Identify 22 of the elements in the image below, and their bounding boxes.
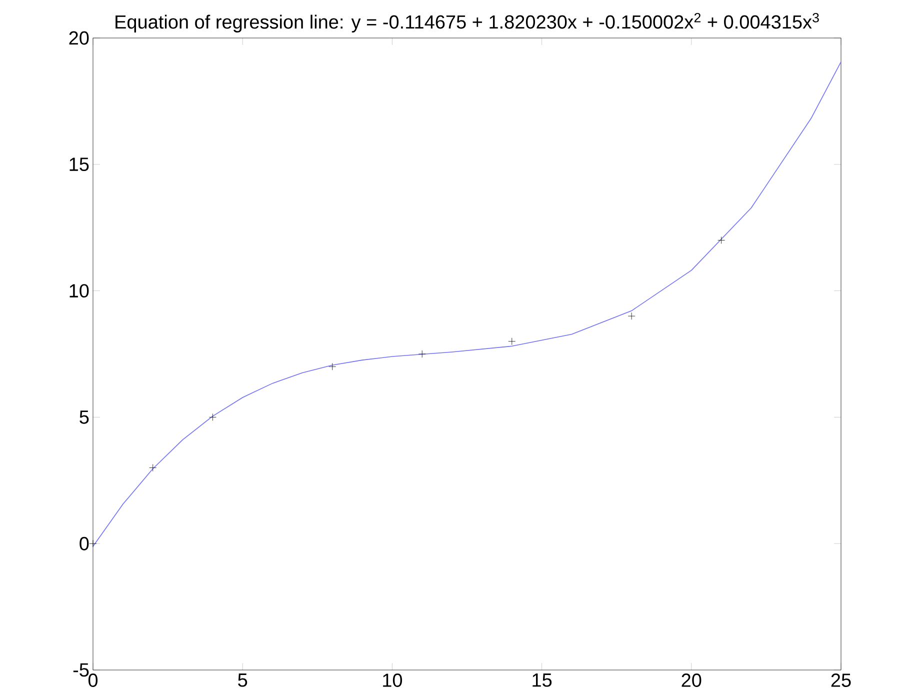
point <box>628 312 636 320</box>
y-tick-label: 5 <box>80 410 89 424</box>
y-tick-label: 20 <box>69 31 89 45</box>
x-tick-label: 0 <box>88 674 98 687</box>
x-tick-label: 5 <box>238 674 248 687</box>
point <box>718 236 726 244</box>
y-tick-label: 15 <box>70 158 89 172</box>
point <box>208 413 216 421</box>
point <box>149 464 157 472</box>
y-tick-label: 10 <box>70 284 89 298</box>
line-series <box>93 61 842 547</box>
x-tick-label: 10 <box>383 674 402 687</box>
y-tick-label: 0 <box>80 536 89 550</box>
point <box>328 362 336 370</box>
chart-title: Equation of regression line: y = -0.114675 + 1.820230x + -0.150002x$^{2}$ + 0.004315x$^{3}$ <box>116 12 819 32</box>
x-tick-label: 25 <box>831 674 851 687</box>
x-tick-label: 20 <box>682 674 702 687</box>
point <box>508 338 516 346</box>
point <box>89 540 97 548</box>
y-tick-label: -5 <box>73 663 89 677</box>
point <box>418 350 426 358</box>
x-tick-label: 15 <box>532 674 552 687</box>
